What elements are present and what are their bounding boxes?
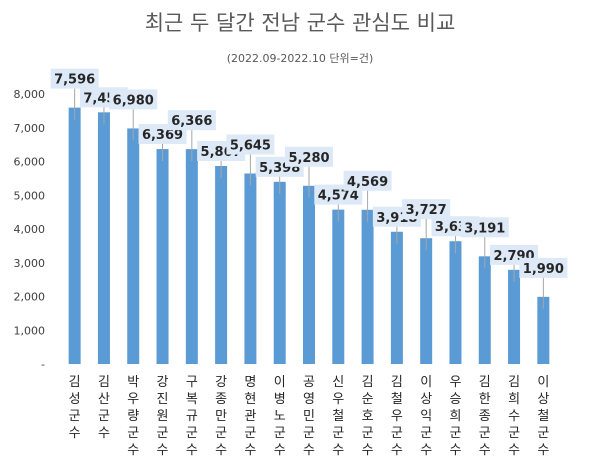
data-label: 5,280 (288, 151, 329, 166)
data-label-bg (109, 89, 158, 110)
bar (361, 209, 374, 364)
data-label: 4,574 (318, 189, 359, 204)
chart-title: 최근 두 달간 전남 군수 관심도 비교 (145, 11, 456, 35)
data-label-bg (460, 217, 509, 238)
bar (273, 181, 286, 364)
bar (303, 185, 315, 364)
bar (478, 256, 491, 364)
y-tick-label: 1,000 (14, 324, 46, 337)
bar (449, 241, 462, 364)
chart-subtitle: (2022.09-2022.10 단위=건) (227, 52, 374, 65)
data-label-bg (50, 68, 99, 89)
bars (68, 107, 550, 364)
bar (215, 165, 228, 364)
y-tick-label: 8,000 (14, 88, 46, 101)
x-axis: 김 성 군 수 김 산 군 수 박 우 량 군 수 강 진 원 군 수 구 복 규 군 수 강 종 만 군 수 명 현 관 군 수 이 병 노 군 수 공 영… (69, 375, 550, 458)
data-label: 7,596 (54, 73, 95, 88)
y-tick-label: 6,000 (14, 156, 46, 169)
label-leaders (74, 87, 544, 309)
data-label-bg (519, 257, 568, 278)
bar (244, 173, 257, 364)
bar (185, 149, 198, 364)
bar (332, 209, 345, 364)
bar (97, 112, 110, 364)
data-label: 6,369 (142, 128, 183, 143)
y-tick-label: 2,000 (14, 291, 46, 304)
data-label-bg (402, 199, 451, 220)
bar (390, 231, 403, 364)
bar (127, 128, 140, 364)
bar (68, 107, 81, 364)
data-label: 6,980 (113, 93, 154, 108)
y-tick-label: 3,000 (14, 257, 46, 270)
data-label-bg (167, 110, 216, 131)
y-tick-label: 5,000 (14, 189, 46, 202)
bar (508, 269, 521, 364)
data-label: 6,366 (171, 114, 212, 129)
data-label: 4,569 (347, 175, 388, 190)
data-labels: 7,5967,4576,9806,3696,3665,8675,6455,398… (50, 68, 568, 278)
y-tick-label: 4,000 (14, 223, 46, 236)
bar (537, 296, 550, 364)
data-label-bg (226, 134, 275, 155)
y-tick-label: 7,000 (14, 122, 46, 135)
y-tick-label: - (41, 358, 45, 371)
data-label: 1,990 (523, 262, 564, 277)
data-label-bg (285, 146, 333, 167)
data-label: 3,727 (406, 203, 447, 218)
data-label: 3,191 (464, 221, 505, 236)
bar (156, 149, 169, 364)
bar (420, 238, 433, 364)
y-axis: - 1,000 2,000 3,000 4,000 5,000 6,000 7,000 8,00… (14, 88, 46, 371)
data-label-bg (343, 170, 392, 191)
data-label: 5,645 (230, 138, 271, 153)
